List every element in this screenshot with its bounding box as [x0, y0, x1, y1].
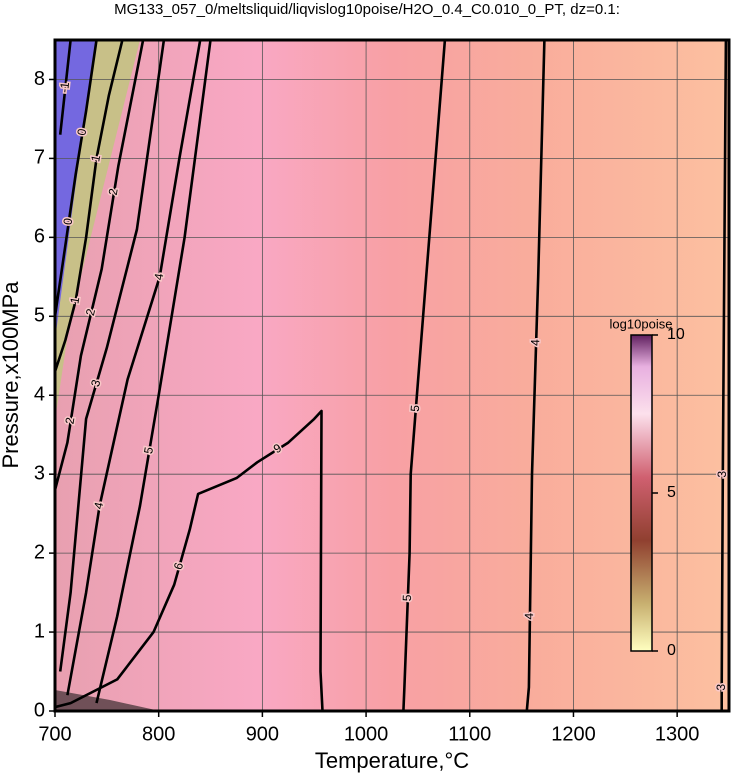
x-tick-label: 1200: [551, 723, 596, 745]
y-axis-label: Pressure,x100MPa: [0, 281, 23, 469]
y-tick-label: 2: [34, 541, 45, 563]
y-tick-label: 8: [34, 68, 45, 90]
contour-line: [58, 40, 72, 135]
contour-line: [55, 409, 324, 711]
contour-label: 5: [400, 594, 414, 602]
contour-line: [525, 40, 546, 711]
y-tick-label: 4: [34, 384, 45, 406]
x-tick-label: 700: [38, 723, 71, 745]
y-tick-label: 6: [34, 226, 45, 248]
dark-region: [55, 690, 160, 711]
chart-title: MG133_057_0/meltsliquid/liqvislog10poise…: [114, 1, 620, 18]
x-axis-label: Temperature,°C: [315, 748, 469, 773]
x-tick-label: 800: [142, 723, 175, 745]
contour-line: [66, 40, 202, 696]
colorbar-tick-label: 10: [667, 326, 685, 343]
y-tick-label: 0: [34, 699, 45, 721]
colorbar-tick-label: 0: [667, 642, 676, 659]
plot-background: [55, 40, 729, 711]
x-tick-label: 1100: [448, 723, 491, 745]
colorbar: log10poise 0 5 10: [610, 316, 685, 659]
contour-label: 5: [408, 404, 423, 412]
plot-frame: [53, 38, 731, 713]
contour-label: 3: [714, 684, 728, 691]
contour-line: [720, 40, 728, 711]
x-tick-label: 900: [246, 723, 279, 745]
colorbar-label: log10poise: [610, 316, 673, 331]
contour-label: 4: [522, 613, 536, 620]
x-tick-label: 1300: [655, 723, 700, 745]
grid: [55, 40, 729, 711]
contour-line: [55, 40, 145, 491]
contour-label: 3: [715, 471, 729, 478]
y-tick-label: 7: [34, 147, 45, 169]
contour-label: -1: [57, 81, 72, 93]
x-tick-label: 1000: [344, 723, 389, 745]
contour-line: [402, 40, 447, 711]
colorbar-scale: [630, 334, 653, 652]
contour-label: 0: [61, 217, 76, 226]
y-tick-label: 1: [34, 620, 45, 642]
contour-line: [55, 40, 98, 317]
contour-label: 4: [528, 339, 542, 346]
colorbar-tick-label: 5: [667, 484, 676, 501]
y-tick-label: 3: [34, 462, 45, 484]
contour-line: [95, 40, 212, 704]
lowest-region: [55, 40, 96, 340]
contour-line: [58, 40, 166, 672]
contour-line: [55, 40, 124, 373]
y-tick-label: 5: [34, 305, 45, 327]
